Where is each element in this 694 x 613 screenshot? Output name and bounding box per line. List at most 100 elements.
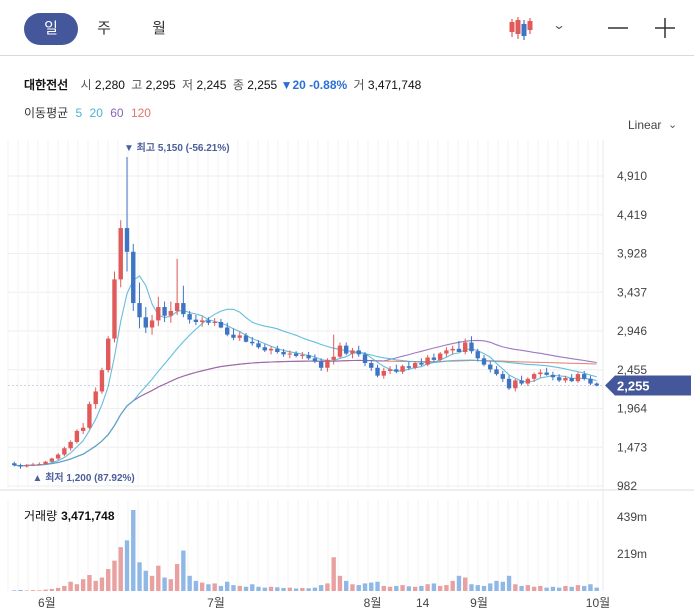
candle-body <box>431 357 437 360</box>
volume-bar <box>513 584 518 591</box>
tab-day[interactable]: 일 <box>24 13 78 45</box>
candle-body <box>206 320 211 323</box>
candle-body <box>218 322 224 328</box>
candle-body <box>506 378 512 389</box>
candle-body <box>181 303 186 315</box>
candle-body <box>419 363 424 365</box>
volume-bar <box>412 586 418 591</box>
date-tick-label: 7월 <box>207 596 225 610</box>
volume-tick-label: 219m <box>617 547 647 561</box>
volume-bar <box>281 587 286 591</box>
scale-mode-select[interactable]: Linear <box>628 118 662 132</box>
candle-body <box>293 353 299 356</box>
low-value: 2,245 <box>196 78 227 92</box>
volume-bar <box>406 586 412 591</box>
candle-body <box>406 366 412 368</box>
candle-body <box>143 317 148 328</box>
volume-bar <box>356 585 361 591</box>
candle-body <box>362 354 368 364</box>
date-tick-label: 14 <box>416 596 430 610</box>
candle-body <box>350 350 355 354</box>
volume-bar <box>55 587 61 591</box>
candle-body <box>137 303 142 318</box>
volume-bar <box>275 587 280 591</box>
volume-bar <box>293 588 299 591</box>
plus-icon[interactable] <box>653 14 677 42</box>
volume-bar <box>337 575 343 591</box>
volume-bar <box>525 585 531 591</box>
date-tick-label: 10월 <box>586 596 610 610</box>
candle-body <box>37 464 42 466</box>
low-label: 저 <box>182 78 194 92</box>
volume-bar <box>99 577 105 591</box>
volume-bar <box>156 565 161 591</box>
chevron-down-icon[interactable]: ⌄ <box>668 119 678 131</box>
volume-bar <box>87 574 92 591</box>
candlestick-icon[interactable] <box>507 14 535 42</box>
volume-bar <box>419 585 424 591</box>
price-tick-label: 3,437 <box>617 285 647 299</box>
min-price-annotation: ▲ 최저 1,200 (87.92%) <box>33 471 135 484</box>
volume-bar <box>37 590 42 591</box>
chart-grid <box>0 140 694 591</box>
volume-bar <box>112 560 117 591</box>
volume-bar <box>306 588 311 591</box>
tab-month[interactable]: 월 <box>152 20 166 37</box>
volume-bar <box>80 579 86 591</box>
volume-bar <box>369 582 374 591</box>
change-value: ▼20 -0.88% <box>280 78 348 92</box>
volume-bar <box>394 585 399 591</box>
volume-bar <box>538 585 543 591</box>
candle-body <box>243 335 249 342</box>
candle-body <box>575 374 581 382</box>
volume-bar <box>62 585 67 591</box>
candle-body <box>519 380 524 384</box>
minus-icon[interactable] <box>606 14 630 42</box>
volume-bar <box>381 585 386 591</box>
candle-body <box>106 338 111 371</box>
volume-tick-label: 439m <box>617 510 647 524</box>
candle-body <box>262 347 267 351</box>
volume-bar <box>556 587 562 591</box>
date-tick-label: 8월 <box>364 596 382 610</box>
candle-body <box>444 350 449 354</box>
candle-body <box>456 348 462 352</box>
chevron-down-icon[interactable]: ⌄ <box>552 18 566 32</box>
open-label: 시 <box>80 78 92 92</box>
candle-body <box>450 348 455 351</box>
date-tick-label: 6월 <box>38 596 56 610</box>
volume-panel-value: 3,471,748 <box>61 509 115 523</box>
volume-value: 3,471,748 <box>367 78 422 92</box>
volume-bar <box>300 587 305 591</box>
volume-bar <box>400 585 405 591</box>
volume-bar <box>494 580 499 591</box>
candle-body <box>556 377 562 381</box>
volume-bar <box>450 580 455 591</box>
candle-body <box>538 372 543 375</box>
candle-body <box>62 448 67 455</box>
candle-body <box>544 372 549 375</box>
candle-body <box>87 404 92 428</box>
candle-body <box>369 363 374 368</box>
volume-bar <box>344 580 349 591</box>
candle-body <box>387 369 393 371</box>
volume-bar <box>318 585 324 591</box>
volume-bar <box>437 585 443 591</box>
volume-bar <box>375 581 380 591</box>
max-price-annotation: ▼ 최고 5,150 (-56.21%) <box>124 141 230 154</box>
ma-120: 120 <box>130 106 151 120</box>
candle-body <box>425 357 430 365</box>
price-tick-label: 3,928 <box>617 247 647 261</box>
price-tick-label: 2,455 <box>617 363 647 377</box>
volume-bar <box>531 586 537 591</box>
candle-body <box>225 327 230 335</box>
candle-body <box>344 345 349 354</box>
high-value: 2,295 <box>145 78 176 92</box>
candle-body <box>49 458 55 462</box>
price-tick-label: 982 <box>617 479 637 493</box>
price-tick-label: 1,964 <box>617 402 647 416</box>
candle-body <box>12 463 17 466</box>
volume-bar <box>118 547 123 591</box>
tab-week[interactable]: 주 <box>97 20 111 37</box>
volume-bar <box>362 583 368 591</box>
